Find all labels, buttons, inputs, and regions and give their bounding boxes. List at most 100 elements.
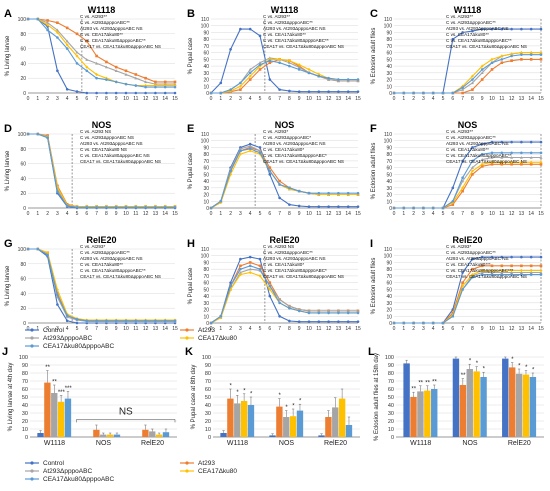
data-point — [336, 309, 340, 313]
x-tick-label: 15 — [538, 211, 544, 217]
data-point — [65, 319, 69, 323]
data-point — [441, 91, 445, 95]
data-point — [529, 51, 533, 55]
data-point — [431, 206, 435, 210]
x-tick-label: 5 — [259, 96, 262, 102]
data-point — [278, 297, 282, 301]
data-point — [258, 257, 262, 261]
significance-stars: ** — [418, 380, 423, 386]
data-point — [441, 321, 445, 325]
panel-title: NOS — [275, 120, 295, 130]
data-point — [46, 28, 49, 32]
data-point — [173, 205, 177, 209]
x-tick-label: 12 — [326, 326, 332, 332]
bar — [325, 417, 332, 437]
bar — [345, 425, 353, 437]
stats-note: C vs. At293ΔpppoABC** — [80, 20, 130, 25]
data-point — [46, 23, 50, 27]
x-tick-label: 11 — [133, 96, 138, 102]
y-tick-label: 60 — [20, 277, 26, 283]
series-line-CEA17Δku80ΔpppoABC — [394, 54, 541, 94]
bar — [410, 397, 417, 437]
x-tick-label: 8 — [105, 326, 108, 332]
y-tick-label: 30 — [386, 301, 392, 307]
data-point — [500, 54, 504, 58]
x-tick-label: 7 — [95, 96, 98, 102]
series-line-Control — [28, 18, 175, 94]
y-tick-label: 20 — [203, 308, 209, 314]
y-tick-label: 10 — [205, 427, 211, 433]
data-point — [173, 80, 177, 84]
significance-stars: ** — [411, 387, 416, 393]
panel-letter: D — [4, 123, 12, 135]
data-point — [461, 186, 465, 190]
series-line-CEA17Δku80ΔpppoABC — [28, 248, 175, 322]
x-tick-label: 11 — [316, 326, 321, 332]
data-point — [258, 34, 262, 38]
legend-marker — [30, 328, 34, 332]
ns-label: NS — [119, 406, 133, 417]
y-tick-label: 50 — [386, 172, 392, 178]
bar — [473, 371, 480, 437]
data-point — [307, 71, 311, 75]
y-tick-label: 100 — [202, 355, 211, 361]
x-tick-label: 4 — [249, 96, 252, 102]
y-tick-label: 100 — [201, 254, 210, 260]
panel-J: J 0 10 20 30 40 50 60 70 80 90 100 % Living larvae a… — [2, 346, 177, 447]
data-point — [520, 53, 523, 56]
panel-title: RelE20 — [86, 235, 116, 245]
y-tick-label: 80 — [203, 37, 209, 43]
x-tick-label: 0 — [210, 211, 213, 217]
data-point — [75, 32, 79, 36]
bar — [149, 431, 156, 437]
data-point — [154, 91, 157, 95]
x-tick-label: 15 — [538, 96, 544, 102]
data-point — [451, 203, 455, 206]
y-tick-label: 20 — [20, 76, 26, 82]
data-point — [500, 27, 504, 31]
stats-note: C vs. At293ΔpppoABC** — [446, 135, 496, 140]
x-tick-label: 2 — [229, 211, 232, 217]
data-point — [114, 80, 118, 84]
bar — [289, 416, 297, 437]
legend-label: Control — [43, 327, 65, 334]
y-tick-label: 40 — [386, 64, 392, 70]
x-tick-label: 2 — [229, 96, 232, 102]
bar — [276, 406, 283, 437]
data-point — [480, 164, 484, 168]
y-tick-label: 30 — [203, 301, 209, 307]
bar — [466, 369, 473, 437]
panel-letter: E — [187, 123, 194, 135]
significance-stars: *** — [58, 390, 66, 396]
data-point — [134, 76, 138, 80]
data-point — [461, 281, 464, 284]
data-point — [163, 80, 167, 84]
stats-note: C vs. At293** — [446, 129, 473, 134]
data-point — [278, 183, 281, 186]
stats-note: C vs. At293ΔpppoABC** — [263, 20, 313, 25]
category-label: W1118 — [410, 440, 431, 447]
series-line-CEA17Δku80ΔpppoABC — [394, 152, 541, 209]
data-point — [337, 320, 340, 323]
bar — [220, 433, 227, 437]
y-tick-label: 20 — [22, 419, 28, 425]
legend-marker — [185, 461, 189, 465]
x-tick-label: 9 — [298, 326, 301, 332]
legend-marker — [30, 469, 34, 473]
y-tick-label: 10 — [386, 84, 392, 90]
data-point — [356, 311, 360, 315]
data-point — [461, 189, 464, 193]
significance-stars: * — [483, 367, 486, 373]
data-point — [500, 151, 504, 155]
y-axis-label: % Living larvae — [5, 265, 11, 306]
data-point — [239, 88, 242, 91]
y-tick-label: 40 — [386, 179, 392, 185]
data-point — [529, 162, 533, 166]
data-point — [480, 255, 484, 259]
data-point — [519, 268, 523, 273]
data-point — [144, 205, 147, 209]
data-point — [268, 59, 272, 63]
data-point — [248, 147, 252, 151]
y-tick-label: 90 — [386, 145, 392, 151]
